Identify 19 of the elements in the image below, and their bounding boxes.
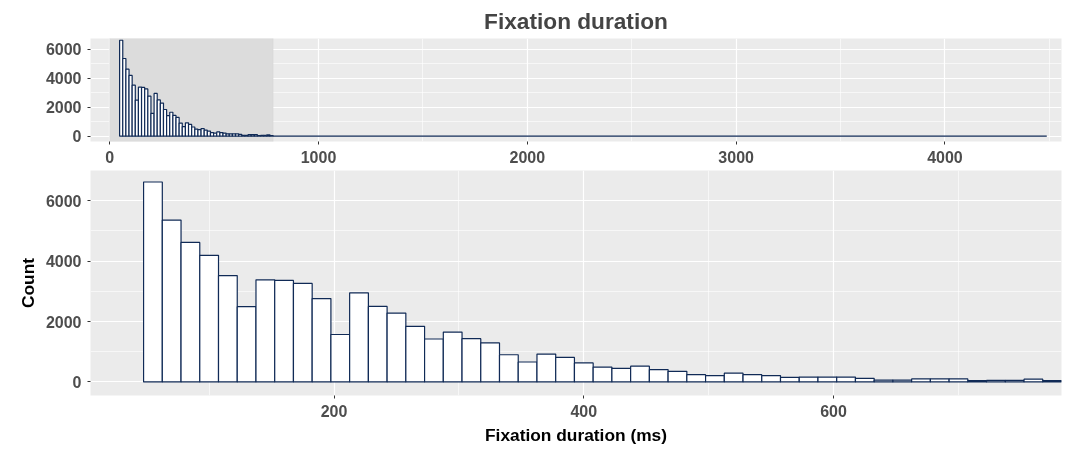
x-tick-label: 4000 <box>927 148 963 166</box>
x-tick-label: 3000 <box>718 148 755 166</box>
x-tick-label: 400 <box>570 402 598 420</box>
chart-title: Fixation duration <box>484 7 668 34</box>
y-tick-label: 6000 <box>45 192 82 210</box>
y-axis-title: Count <box>17 257 38 309</box>
y-tick-label: 4000 <box>45 253 82 271</box>
x-tick-label: 200 <box>320 402 348 420</box>
x-tick-label: 0 <box>105 148 115 166</box>
x-tick-label: 2000 <box>509 148 546 166</box>
x-tick-label: 1000 <box>300 148 337 166</box>
y-tick-label: 2000 <box>45 99 82 117</box>
x-axis-title: Fixation duration (ms) <box>485 424 667 445</box>
y-tick-label: 4000 <box>45 70 82 88</box>
y-tick-label: 0 <box>72 128 82 146</box>
y-tick-label: 0 <box>72 373 82 391</box>
x-tick-label: 600 <box>820 402 848 420</box>
y-tick-label: 2000 <box>45 313 82 331</box>
y-tick-label: 6000 <box>45 41 82 59</box>
